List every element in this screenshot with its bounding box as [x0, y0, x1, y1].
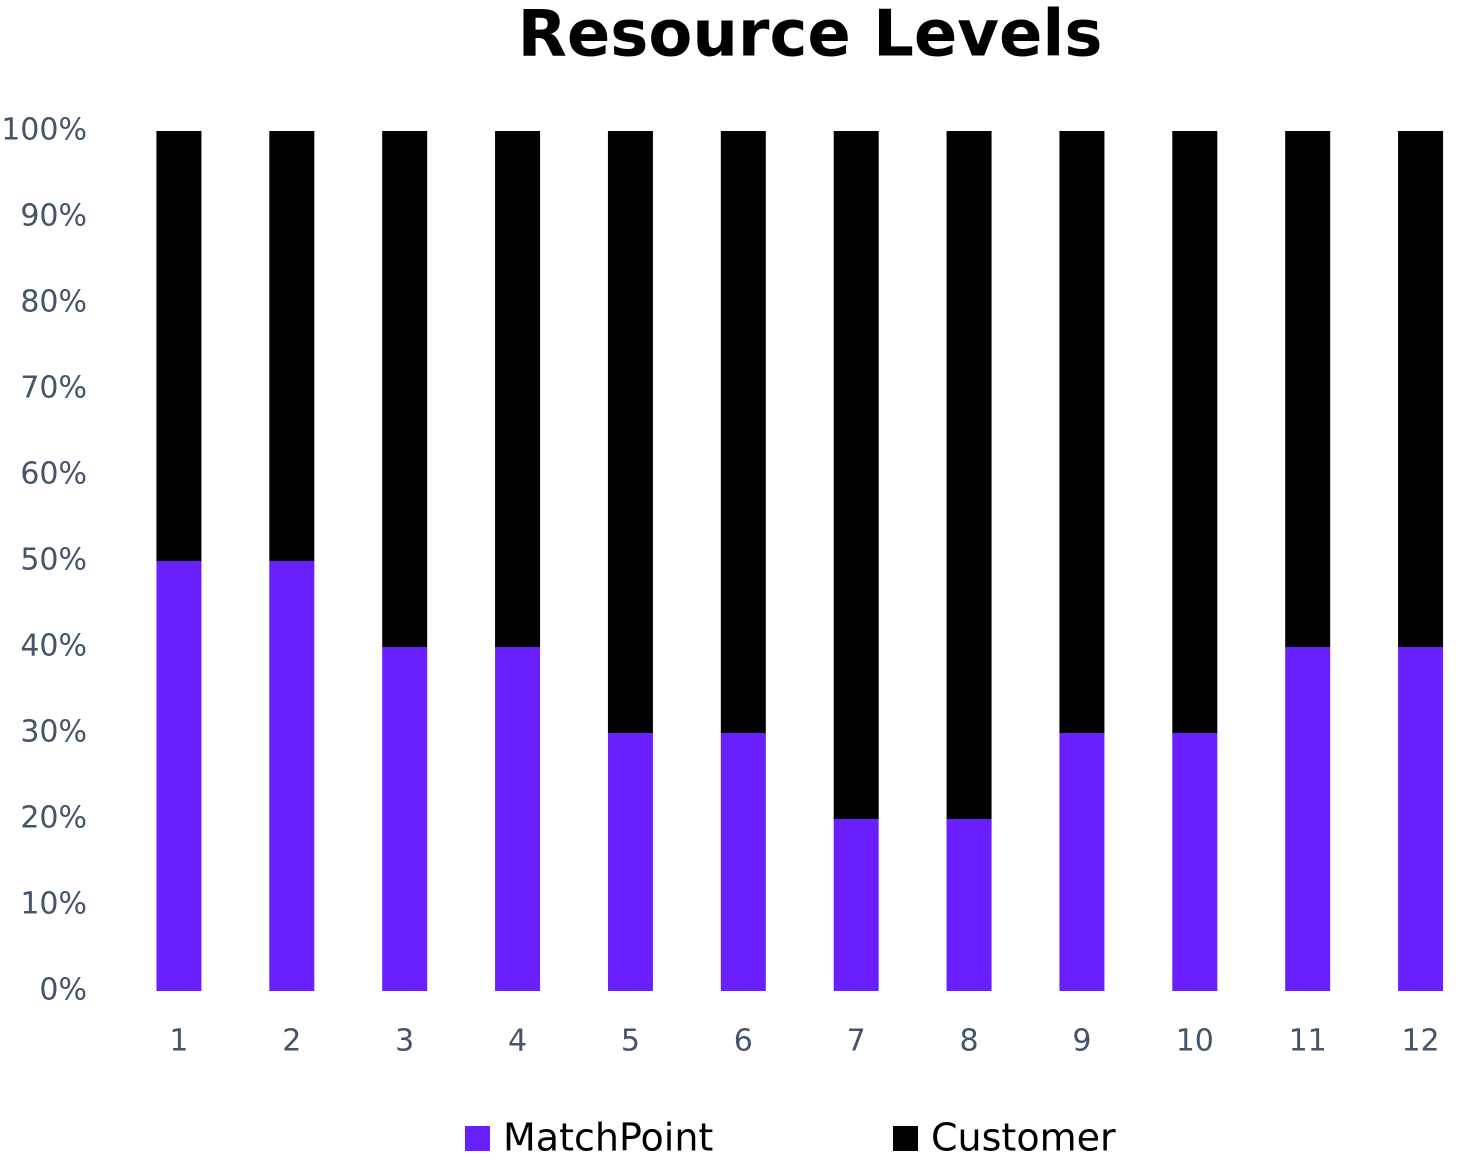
- bar-segment: [495, 131, 541, 647]
- y-tick-label: 90%: [20, 199, 87, 234]
- bar-segment: [1285, 647, 1331, 991]
- bar-segment: [382, 647, 428, 991]
- bar-segment: [156, 131, 202, 561]
- y-tick-label: 10%: [20, 887, 87, 922]
- bar-segment: [269, 561, 315, 991]
- y-tick-label: 20%: [20, 801, 87, 836]
- x-tick-label: 6: [734, 1024, 753, 1059]
- bar-segment: [1285, 131, 1331, 647]
- bar-segment: [1398, 131, 1444, 647]
- y-tick-label: 30%: [20, 715, 87, 750]
- x-tick-label: 2: [282, 1024, 301, 1059]
- y-tick-label: 40%: [20, 629, 87, 664]
- x-tick-label: 8: [960, 1024, 979, 1059]
- bar-segment: [382, 131, 428, 647]
- bar-segment: [1059, 733, 1105, 991]
- bar-segment: [833, 819, 879, 991]
- y-tick-label: 50%: [20, 543, 87, 578]
- x-tick-label: 3: [395, 1024, 414, 1059]
- bar-segment: [833, 131, 879, 819]
- y-tick-label: 80%: [20, 285, 87, 320]
- chart-title: Resource Levels: [518, 0, 1103, 72]
- y-tick-label: 100%: [1, 113, 87, 148]
- bar-segment: [495, 647, 541, 991]
- bar-segment: [1172, 131, 1218, 733]
- legend-swatch: [465, 1126, 490, 1151]
- x-tick-label: 5: [621, 1024, 640, 1059]
- x-tick-label: 11: [1289, 1024, 1327, 1059]
- legend-swatch: [893, 1126, 918, 1151]
- bar-segment: [946, 131, 992, 819]
- bar-segment: [607, 733, 653, 991]
- bar-segment: [946, 819, 992, 991]
- bar-segment: [156, 561, 202, 991]
- legend-label: Customer: [931, 1116, 1116, 1160]
- x-tick-label: 10: [1176, 1024, 1214, 1059]
- bar-segment: [269, 131, 315, 561]
- x-tick-label: 1: [169, 1024, 188, 1059]
- y-tick-label: 60%: [20, 457, 87, 492]
- bar-segment: [607, 131, 653, 733]
- x-tick-label: 9: [1072, 1024, 1091, 1059]
- y-tick-label: 0%: [39, 973, 87, 1008]
- bar-segment: [720, 733, 766, 991]
- x-tick-label: 7: [847, 1024, 866, 1059]
- y-tick-label: 70%: [20, 371, 87, 406]
- x-tick-label: 12: [1401, 1024, 1439, 1059]
- bar-segment: [1172, 733, 1218, 991]
- x-tick-label: 4: [508, 1024, 527, 1059]
- bar-segment: [1059, 131, 1105, 733]
- bar-segment: [720, 131, 766, 733]
- bar-segment: [1398, 647, 1444, 991]
- legend-label: MatchPoint: [503, 1116, 713, 1160]
